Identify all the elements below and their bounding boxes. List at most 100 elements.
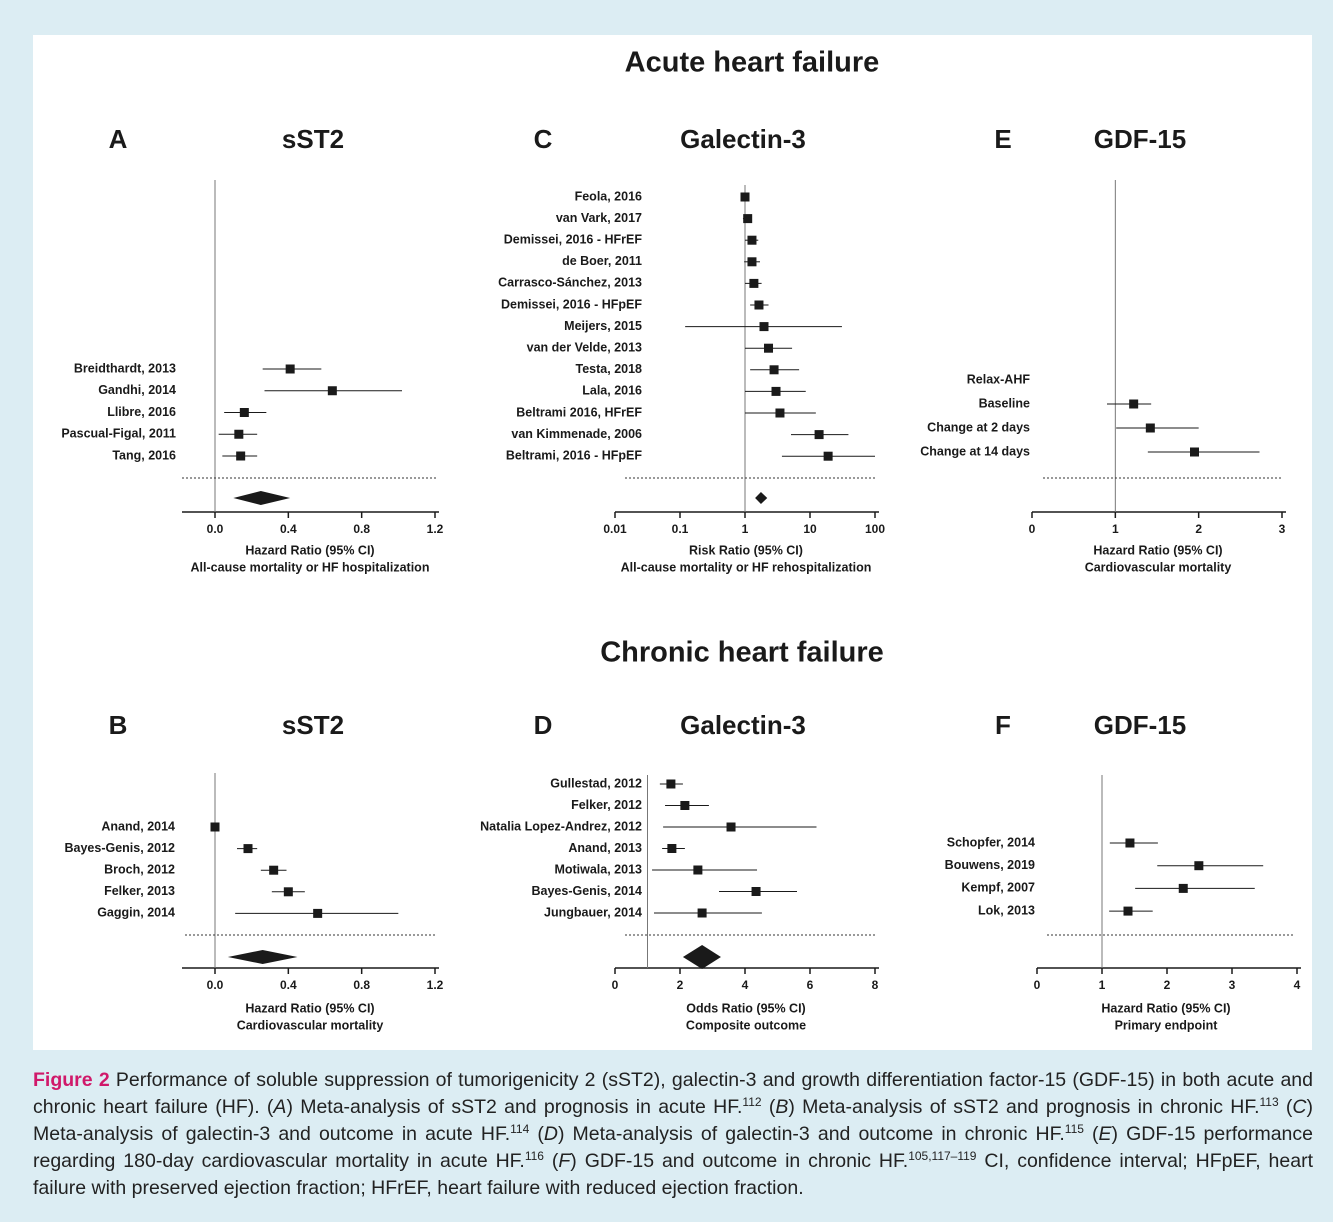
x-axis-label: Odds Ratio (95% CI) [686, 1001, 805, 1015]
panel-title: GDF-15 [1094, 124, 1186, 154]
panel-letter: A [109, 124, 128, 154]
study-label: van Vark, 2017 [556, 211, 642, 225]
point-estimate [1194, 861, 1204, 871]
panel-letter: B [109, 710, 128, 740]
x-tick-label: 2 [677, 978, 684, 992]
study-label: Motiwala, 2013 [554, 862, 642, 876]
pooled-estimate [682, 945, 721, 969]
panel-letter: F [995, 710, 1011, 740]
caption-label: Figure 2 [33, 1069, 110, 1091]
point-estimate [234, 429, 244, 439]
caption-italic: F [558, 1150, 571, 1172]
study-label: Relax-AHF [967, 372, 1031, 386]
x-axis-label: Hazard Ratio (95% CI) [245, 543, 374, 557]
panel-letter: C [534, 124, 553, 154]
panel-title: sST2 [282, 124, 344, 154]
x-axis-label: Hazard Ratio (95% CI) [1093, 543, 1222, 557]
study-label: Breidthardt, 2013 [74, 361, 176, 375]
x-tick-label: 0.4 [280, 978, 297, 992]
x-axis-subtitle: All-cause mortality or HF hospitalizatio… [191, 560, 430, 574]
point-estimate [751, 887, 761, 896]
caption-text: ) Meta-analysis of galectin-3 and outcom… [557, 1123, 1065, 1145]
study-label: Bayes-Genis, 2012 [65, 841, 176, 855]
study-label: de Boer, 2011 [562, 254, 642, 268]
study-label: Gandhi, 2014 [98, 383, 176, 397]
caption-italic: C [1292, 1096, 1307, 1118]
caption-sup: 116 [524, 1149, 544, 1163]
point-estimate [1123, 906, 1133, 916]
study-label: Beltrami, 2016 - HFpEF [506, 448, 643, 462]
x-tick-label: 2 [1195, 522, 1202, 536]
x-tick-label: 0 [612, 978, 619, 992]
caption-text: ( [529, 1123, 544, 1145]
caption-italic: A [273, 1096, 287, 1118]
study-label: Beltrami 2016, HFrEF [516, 405, 642, 419]
study-label: van Kimmenade, 2006 [511, 427, 642, 441]
x-tick-label: 4 [742, 978, 749, 992]
x-tick-label: 100 [865, 522, 885, 536]
pooled-estimate [755, 492, 768, 504]
study-label: Kempf, 2007 [961, 881, 1035, 895]
point-estimate [236, 451, 246, 461]
pooled-estimate [233, 491, 291, 505]
x-tick-label: 0.8 [353, 522, 370, 536]
point-estimate [726, 822, 736, 832]
x-axis-subtitle: Composite outcome [686, 1018, 806, 1032]
caption-text: ) Meta-analysis of galectin-3 and outcom… [33, 1096, 1314, 1145]
x-axis-label: Hazard Ratio (95% CI) [245, 1001, 374, 1015]
study-label: Bayes-Genis, 2014 [532, 884, 643, 898]
point-estimate [814, 430, 824, 440]
study-label: Llibre, 2016 [107, 405, 176, 419]
x-axis-subtitle: All-cause mortality or HF rehospitalizat… [621, 560, 872, 574]
caption-text: ) GDF-15 and outcome in chronic HF. [570, 1150, 909, 1172]
figure: Acute heart failure Chronic heart failur… [33, 35, 1312, 1050]
study-label: Change at 2 days [927, 420, 1030, 434]
figure-panel [33, 35, 1312, 1050]
x-tick-label: 0.8 [353, 978, 370, 992]
x-tick-label: 1.2 [427, 522, 444, 536]
point-estimate [1178, 883, 1188, 893]
x-tick-label: 3 [1279, 522, 1286, 536]
study-label: Felker, 2013 [104, 884, 175, 898]
point-estimate [775, 408, 785, 418]
x-tick-label: 0 [1034, 978, 1041, 992]
caption-text: ( [761, 1096, 776, 1118]
point-estimate [749, 278, 759, 288]
study-label: Pascual-Figal, 2011 [61, 427, 176, 441]
study-label: Anand, 2014 [101, 819, 175, 833]
caption-sup: 105,117–119 [908, 1149, 977, 1163]
point-estimate [327, 386, 337, 396]
x-tick-label: 2 [1164, 978, 1171, 992]
caption-text: ( [1278, 1096, 1293, 1118]
study-label: van der Velde, 2013 [527, 340, 642, 354]
point-estimate [747, 257, 757, 267]
x-axis-label: Hazard Ratio (95% CI) [1101, 1001, 1230, 1015]
x-tick-label: 3 [1229, 978, 1236, 992]
x-tick-label: 0.4 [280, 522, 297, 536]
study-label: Jungbauer, 2014 [544, 905, 642, 919]
x-tick-label: 0.0 [207, 978, 224, 992]
caption-text: CI, confidence interval; HFpEF, heart fa… [33, 1150, 1313, 1199]
pooled-estimate [227, 950, 298, 964]
point-estimate [764, 343, 774, 353]
point-estimate [754, 300, 764, 310]
caption-text: ) Meta-analysis of sST2 and prognosis in… [788, 1096, 1260, 1118]
x-tick-label: 6 [807, 978, 814, 992]
x-tick-label: 1 [1099, 978, 1106, 992]
study-label: Bouwens, 2019 [945, 858, 1035, 872]
point-estimate [1190, 447, 1199, 457]
study-label: Gaggin, 2014 [97, 906, 175, 920]
study-label: Lok, 2013 [978, 903, 1035, 917]
x-tick-label: 10 [803, 522, 817, 536]
x-tick-label: 1.2 [427, 978, 444, 992]
caption-text: Performance of soluble suppression of tu… [33, 1069, 1313, 1118]
study-label: Change at 14 days [920, 444, 1030, 458]
x-axis-subtitle: Cardiovascular mortality [237, 1018, 384, 1032]
study-label: Testa, 2018 [576, 362, 643, 376]
caption-text: ) Meta-analysis of sST2 and prognosis in… [286, 1096, 743, 1118]
study-label: Schopfer, 2014 [947, 835, 1035, 849]
x-axis-subtitle: Primary endpoint [1115, 1018, 1219, 1032]
x-tick-label: 1 [742, 522, 749, 536]
study-label: Lala, 2016 [582, 384, 642, 398]
